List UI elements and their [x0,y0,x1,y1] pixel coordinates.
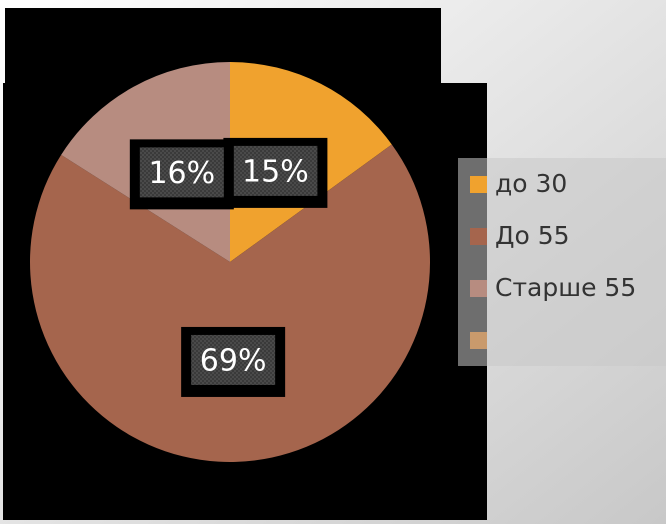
legend-box [458,158,666,366]
data-label: 16% [148,156,215,191]
legend-swatch [470,280,487,297]
legend-label: до 30 [495,169,567,198]
pie-slice [30,144,431,463]
data-label-bg [191,334,276,385]
data-label: 69% [200,343,267,378]
legend-label: До 55 [495,221,570,250]
legend-swatch [470,332,487,349]
legend-swatch [470,176,487,193]
data-label: 15% [242,154,309,189]
data-label-bg [233,145,318,196]
data-label-bg [139,147,224,198]
legend-label: Старше 55 [495,273,636,302]
legend-swatch [470,228,487,245]
